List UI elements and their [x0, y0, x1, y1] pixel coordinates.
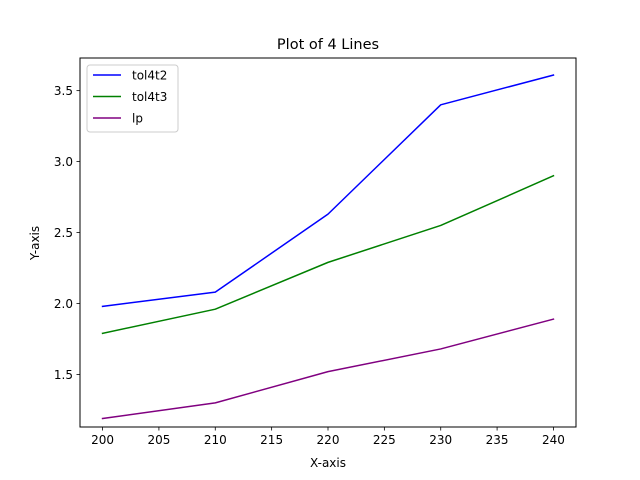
y-tick-label: 2.0 — [54, 297, 73, 311]
x-tick-label: 205 — [147, 433, 170, 447]
series-line-tol4t3 — [101, 174, 555, 335]
y-axis-ticks: 1.5 2.0 2.5 3.0 3.5 — [54, 84, 80, 382]
x-tick-label: 235 — [486, 433, 509, 447]
x-axis-label: X-axis — [310, 456, 346, 470]
series-line-tol4t2 — [101, 74, 555, 308]
x-tick-label: 220 — [317, 433, 340, 447]
y-tick-label: 1.5 — [54, 368, 73, 382]
series-line-lp — [101, 318, 555, 420]
legend-label-tol4t3: tol4t3 — [132, 90, 167, 104]
x-tick-label: 225 — [373, 433, 396, 447]
chart-title: Plot of 4 Lines — [277, 37, 379, 53]
series-layer — [101, 74, 555, 420]
y-tick-label: 2.5 — [54, 226, 73, 240]
legend-box — [86, 64, 179, 133]
x-tick-label: 200 — [91, 433, 114, 447]
y-tick-label: 3.5 — [54, 84, 73, 98]
x-axis-ticks: 200 205 210 215 220 225 230 235 240 — [91, 427, 565, 447]
x-tick-label: 230 — [429, 433, 452, 447]
x-tick-label: 240 — [542, 433, 565, 447]
x-tick-label: 215 — [260, 433, 283, 447]
x-tick-label: 210 — [204, 433, 227, 447]
y-axis-label: Y-axis — [28, 226, 42, 261]
legend-label-tol4t2: tol4t2 — [132, 69, 167, 83]
legend: tol4t2 tol4t3 lp — [86, 64, 179, 133]
y-tick-label: 3.0 — [54, 155, 73, 169]
legend-label-lp: lp — [132, 112, 143, 126]
